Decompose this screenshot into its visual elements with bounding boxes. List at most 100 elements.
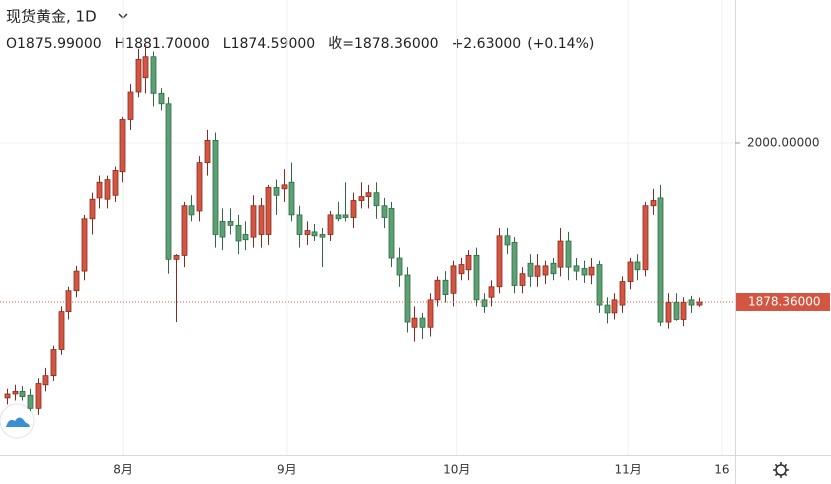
candle-body <box>150 56 157 94</box>
candle-body <box>673 302 680 320</box>
candle-body <box>519 273 526 286</box>
candle-body <box>634 261 641 271</box>
settings-icon[interactable] <box>773 462 789 478</box>
candle-body <box>665 302 672 323</box>
candle-body <box>581 268 588 276</box>
candle-body <box>242 234 249 241</box>
x-tick-label: 16 <box>714 463 729 477</box>
candle-body <box>627 261 634 282</box>
candle-body <box>527 262 534 277</box>
candle-body <box>4 393 11 399</box>
x-tick-label: 10月 <box>443 463 470 477</box>
candle-body <box>73 270 80 292</box>
candle-body <box>265 187 272 235</box>
candle-body <box>419 317 426 328</box>
candle-body <box>58 311 65 350</box>
candle-body <box>504 235 511 246</box>
candle-body <box>434 279 441 301</box>
candle-body <box>335 214 342 220</box>
candle-body <box>427 299 434 328</box>
candle-body <box>135 58 142 93</box>
candle-body <box>411 317 418 328</box>
candle-body <box>381 205 388 218</box>
candle-body <box>342 214 349 218</box>
candle-body <box>196 162 203 212</box>
candle-body <box>188 205 195 216</box>
y-tick-label: 2000.00000 <box>747 135 820 149</box>
chart-title[interactable]: 现货黄金, 1D <box>6 8 97 26</box>
candle-body <box>219 221 226 238</box>
candle-body <box>642 205 649 271</box>
candle-body <box>288 181 295 216</box>
header-value: H1881.70000 <box>115 36 210 52</box>
candle-body <box>27 394 34 409</box>
candle-body <box>465 255 472 271</box>
candle-body <box>319 234 326 238</box>
candle-body <box>119 119 126 173</box>
candle-body <box>281 184 288 190</box>
candle-body <box>50 349 57 377</box>
candle-body <box>311 231 318 237</box>
candle-body <box>81 218 88 272</box>
candle-body <box>596 264 603 306</box>
candle-body <box>365 192 372 197</box>
candle-body <box>511 241 518 286</box>
candle-body <box>89 198 96 220</box>
last-price-badge <box>736 292 830 311</box>
candle-body <box>373 192 380 207</box>
x-tick-label: 8月 <box>113 463 133 477</box>
candle-body <box>573 265 580 272</box>
candle-body <box>258 205 265 235</box>
candle-body <box>588 266 595 276</box>
candle-body <box>296 214 303 235</box>
candle-body <box>611 299 618 314</box>
candle-body <box>557 240 564 268</box>
x-tick-label: 11月 <box>615 463 642 477</box>
candle-body <box>473 255 480 301</box>
candle-body <box>173 255 180 260</box>
candle-body <box>458 264 465 275</box>
candle-body <box>481 299 488 307</box>
candle-body <box>112 170 119 196</box>
candle-body <box>650 200 657 207</box>
candle-body <box>250 205 257 238</box>
candle-body <box>350 200 357 218</box>
candle-body <box>404 274 411 323</box>
candle-body <box>619 281 626 306</box>
candle-body <box>35 383 42 409</box>
candle-body <box>534 265 541 277</box>
candle-body <box>657 197 664 323</box>
candle-body <box>235 224 242 242</box>
candle-body <box>65 290 72 313</box>
candle-body <box>680 302 687 320</box>
candle-body <box>550 262 557 275</box>
candle-body <box>565 240 572 268</box>
candle-body <box>327 214 334 235</box>
candle-body <box>450 265 457 294</box>
logo <box>0 403 35 439</box>
candle-body <box>273 187 280 196</box>
header-value: (+0.14%) <box>527 36 594 52</box>
candle-body <box>488 286 495 298</box>
candle-body <box>604 304 611 314</box>
candle-body <box>358 196 365 201</box>
header-value: O1875.99000 <box>6 36 102 52</box>
candle-body <box>165 103 172 260</box>
candle-body <box>496 235 503 288</box>
header-value: L1874.59000 <box>223 36 315 52</box>
header-value: 收=1878.36000 <box>328 36 438 52</box>
candle-body <box>542 265 549 276</box>
candle-body <box>104 179 111 200</box>
candle-body <box>227 221 234 226</box>
candle-body <box>12 390 19 395</box>
candle-body <box>19 390 26 397</box>
candle-body <box>181 205 188 256</box>
candle-body <box>396 257 403 276</box>
candle-body <box>204 139 211 164</box>
last-price-label: 1878.36000 <box>748 294 821 308</box>
header-value: +2.63000 <box>452 36 522 52</box>
x-tick-label: 9月 <box>277 463 297 477</box>
